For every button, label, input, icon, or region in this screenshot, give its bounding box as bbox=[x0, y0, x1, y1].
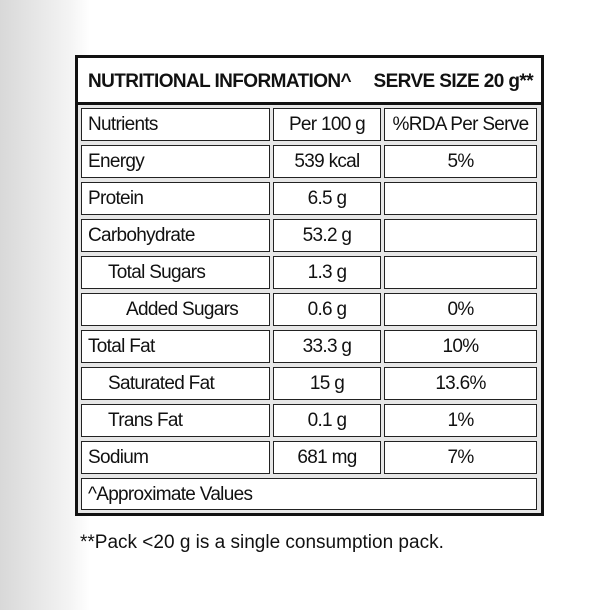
serve-size: SERVE SIZE 20 g** bbox=[373, 71, 534, 92]
table-cell: 5% bbox=[384, 145, 537, 178]
table-cell: 0% bbox=[384, 293, 537, 326]
table-cell bbox=[384, 182, 537, 215]
table-cell: 7% bbox=[384, 441, 537, 474]
table-cell: 1.3 g bbox=[273, 256, 381, 289]
table-cell: Total Fat bbox=[81, 330, 270, 363]
table-cell: Added Sugars bbox=[81, 293, 270, 326]
table-cell: 10% bbox=[384, 330, 537, 363]
table-cell: Total Sugars bbox=[81, 256, 270, 289]
table-cell: 1% bbox=[384, 404, 537, 437]
table-cell: 0.1 g bbox=[273, 404, 381, 437]
footnote: ^Approximate Values bbox=[81, 478, 537, 510]
table-cell: 681 mg bbox=[273, 441, 381, 474]
table-cell: Energy bbox=[81, 145, 270, 178]
column-header: %RDA Per Serve bbox=[384, 108, 537, 141]
table-cell: 53.2 g bbox=[273, 219, 381, 252]
column-header: Per 100 g bbox=[273, 108, 381, 141]
column-header: Nutrients bbox=[81, 108, 270, 141]
table-cell: Trans Fat bbox=[81, 404, 270, 437]
header-title: NUTRITIONAL INFORMATION^ bbox=[88, 71, 352, 92]
label-header: NUTRITIONAL INFORMATION^ SERVE SIZE 20 g… bbox=[78, 58, 541, 105]
table-cell: 6.5 g bbox=[273, 182, 381, 215]
table-cell: 15 g bbox=[273, 367, 381, 400]
table-cell: Saturated Fat bbox=[81, 367, 270, 400]
nutrition-label: NUTRITIONAL INFORMATION^ SERVE SIZE 20 g… bbox=[75, 55, 544, 516]
table-cell: Carbohydrate bbox=[81, 219, 270, 252]
table-cell: 13.6% bbox=[384, 367, 537, 400]
table-cell: Sodium bbox=[81, 441, 270, 474]
table-cell: Protein bbox=[81, 182, 270, 215]
table-cell: 539 kcal bbox=[273, 145, 381, 178]
pack-note: **Pack <20 g is a single consumption pac… bbox=[80, 532, 444, 553]
table-cell bbox=[384, 256, 537, 289]
table-cell: 33.3 g bbox=[273, 330, 381, 363]
table-cell: 0.6 g bbox=[273, 293, 381, 326]
table-cell bbox=[384, 219, 537, 252]
